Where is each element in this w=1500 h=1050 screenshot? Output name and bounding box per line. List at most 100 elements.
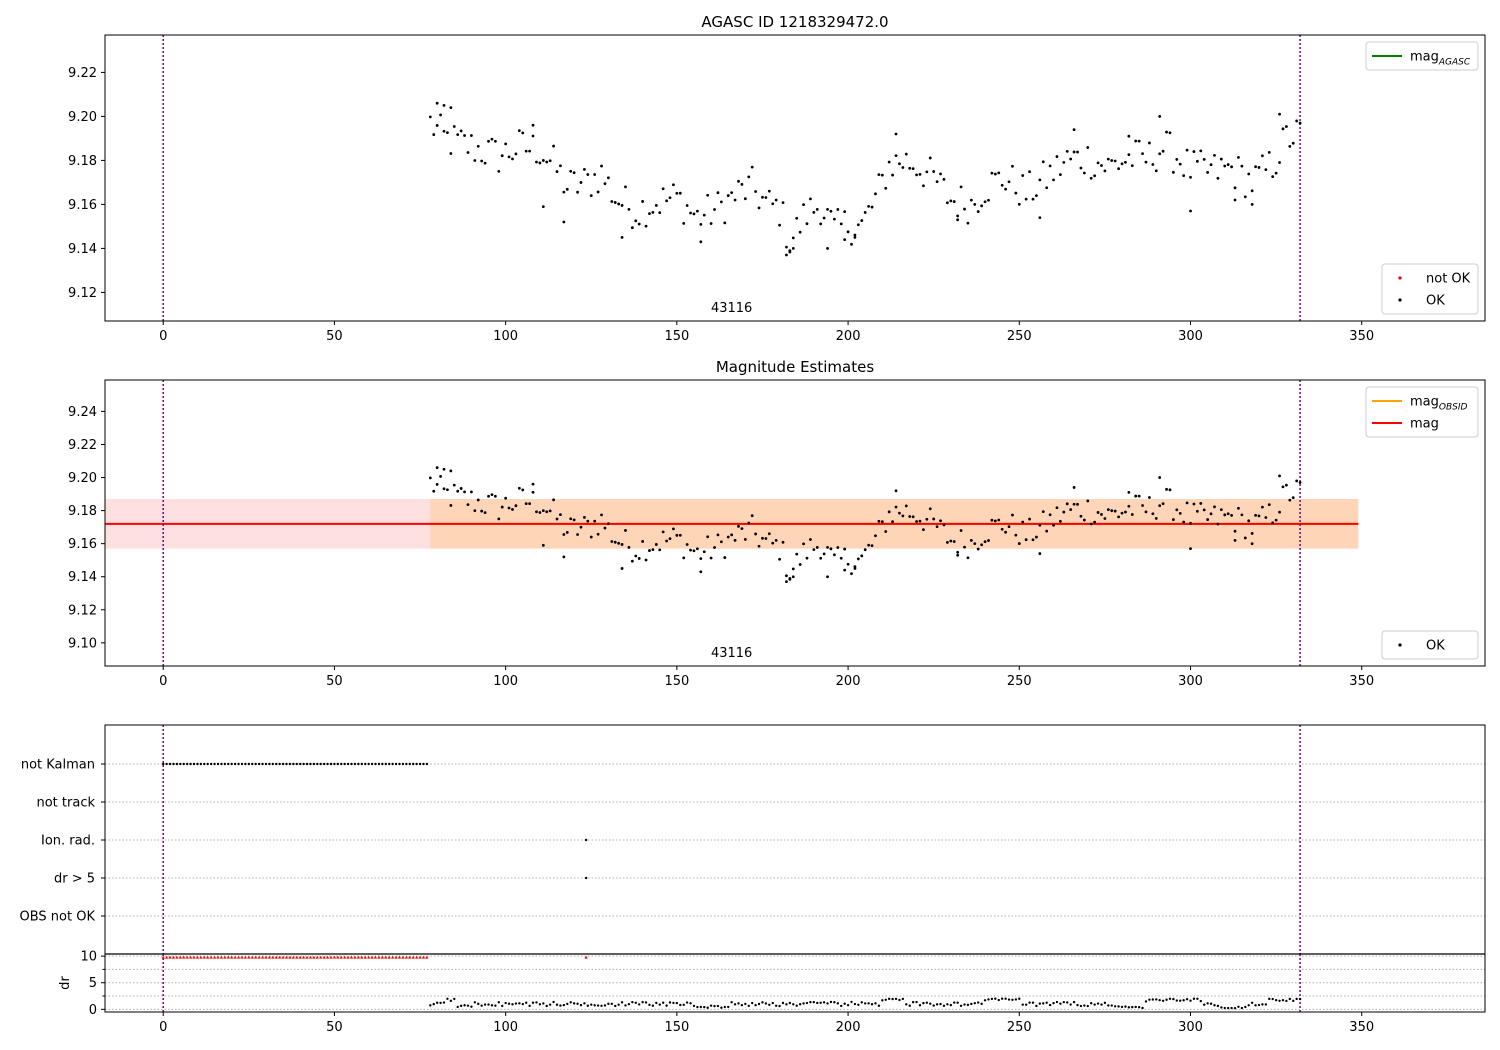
- panel1-ytick-label: 9.20: [68, 110, 97, 125]
- panel4-clipped-marker: [329, 955, 333, 959]
- panel2-data-point: [969, 539, 973, 542]
- panel1-data-point: [949, 199, 953, 203]
- panel1-data-point: [1100, 164, 1103, 167]
- panel4-clipped-marker: [356, 955, 360, 959]
- panel1-data-point: [1192, 150, 1196, 153]
- panel4-ytick-label: 10: [80, 950, 97, 965]
- panel2-data-point: [1165, 487, 1168, 491]
- panel2-data-point: [860, 554, 864, 558]
- panel1-data-point: [1233, 186, 1237, 190]
- panel4-data-point: [744, 1002, 747, 1006]
- panel1-data-point: [737, 179, 740, 183]
- panel1-data-point: [1120, 162, 1124, 166]
- panel1-data-point: [932, 170, 936, 173]
- panel1-data-point: [1137, 139, 1141, 143]
- panel2-data-point: [713, 546, 716, 549]
- panel4-data-point: [939, 1002, 942, 1006]
- panel1-data-point: [487, 139, 490, 143]
- panel4-clipped-marker: [370, 955, 374, 959]
- panel2-data-point: [524, 502, 528, 506]
- panel2-data-point: [685, 543, 689, 546]
- panel1-data-point: [822, 216, 826, 220]
- panel1-data-point: [826, 247, 829, 250]
- panel4-clipped-marker: [243, 955, 247, 959]
- panel4-data-point: [497, 1001, 500, 1004]
- panel1-data-point: [490, 137, 494, 141]
- panel1-data-point: [497, 169, 501, 173]
- panel2-data-point: [1048, 513, 1052, 517]
- panel2-data-point: [1291, 496, 1295, 500]
- panel1-data-point: [863, 211, 867, 214]
- panel1-data-point: [1226, 163, 1230, 166]
- panel1-data-point: [1250, 189, 1254, 193]
- panel4-data-point: [1237, 1005, 1240, 1008]
- panel2-data-point: [1141, 504, 1144, 507]
- panel3-flag-point: [302, 762, 305, 766]
- panel2-data-point: [446, 488, 449, 492]
- panel4-ytick-label: 0: [89, 1003, 97, 1018]
- panel4-data-point: [994, 997, 997, 1000]
- panel1-data-point: [569, 169, 573, 173]
- panel2-legend-label: OK: [1426, 639, 1445, 654]
- panel4-data-point: [1213, 1004, 1216, 1007]
- panel4-data-point: [1045, 1001, 1048, 1004]
- panel2-data-point: [884, 530, 888, 533]
- panel2-data-point: [1230, 514, 1234, 517]
- panel4-data-point: [456, 1005, 459, 1009]
- panel4-ylabel: dr: [58, 976, 73, 990]
- panel1-data-point: [867, 204, 871, 208]
- panel2-data-point: [904, 504, 908, 508]
- panel1-data-point: [925, 170, 929, 174]
- panel2-ytick-label: 9.24: [68, 405, 97, 420]
- panel4-data-point: [634, 1001, 637, 1004]
- panel4-data-point: [706, 1006, 709, 1009]
- panel4-data-point: [1185, 998, 1189, 1001]
- panel1-data-point: [850, 242, 853, 246]
- panel4-xtick-label: 200: [836, 1020, 861, 1035]
- panel4-data-point: [918, 1004, 922, 1007]
- panel4-data-point: [768, 1003, 771, 1006]
- panel2-xtick-label: 300: [1178, 674, 1203, 689]
- panel2-data-point: [1158, 476, 1162, 479]
- panel1-data-point: [812, 211, 816, 214]
- panel3-flag-point: [346, 762, 350, 766]
- panel1-data-point: [538, 161, 542, 165]
- panel1-xtick-label: 350: [1349, 329, 1374, 344]
- panel1-data-point: [675, 191, 679, 195]
- panel4-data-point: [524, 1001, 528, 1004]
- panel4-data-point: [747, 1004, 750, 1008]
- panel4-data-point: [1209, 1002, 1213, 1005]
- panel2-data-point: [641, 540, 645, 543]
- panel1-data-point: [555, 170, 559, 173]
- panel4-data-point: [658, 1003, 661, 1006]
- panel2-data-point: [630, 559, 634, 563]
- panel1-data-point: [743, 197, 747, 201]
- panel3-flag-point: [223, 762, 227, 766]
- panel1-data-point: [750, 165, 754, 169]
- panel4-data-point: [1072, 1000, 1076, 1004]
- panel4-clipped-marker: [367, 955, 371, 959]
- panel3-flag-point: [305, 762, 309, 766]
- panel1-data-point: [576, 190, 579, 194]
- panel4-data-point: [1066, 1001, 1069, 1004]
- panel2-data-point: [1065, 502, 1069, 506]
- panel1-data-point: [1127, 153, 1131, 157]
- panel4-data-point: [596, 1004, 600, 1007]
- panel2-data-point: [935, 525, 939, 528]
- panel1-ytick-label: 9.12: [68, 286, 97, 301]
- panel1-data-point: [456, 133, 460, 136]
- panel1-data-point: [713, 208, 716, 211]
- panel4-data-point: [754, 1004, 757, 1007]
- panel2-data-point: [1089, 522, 1093, 526]
- panel1-data-point: [928, 156, 932, 160]
- panel1-legend-marker: [1398, 276, 1402, 280]
- panel4-clipped-marker: [349, 955, 354, 959]
- panel4-data-point: [1083, 1004, 1086, 1007]
- panel2-data-point: [959, 529, 963, 532]
- panel1-data-point: [716, 191, 720, 195]
- panel2-data-point: [1031, 538, 1035, 542]
- panel4-data-point: [1155, 998, 1158, 1001]
- panel4-clipped-marker: [305, 955, 309, 959]
- panel4-data-point: [685, 1001, 689, 1004]
- panel2-data-point: [829, 547, 833, 551]
